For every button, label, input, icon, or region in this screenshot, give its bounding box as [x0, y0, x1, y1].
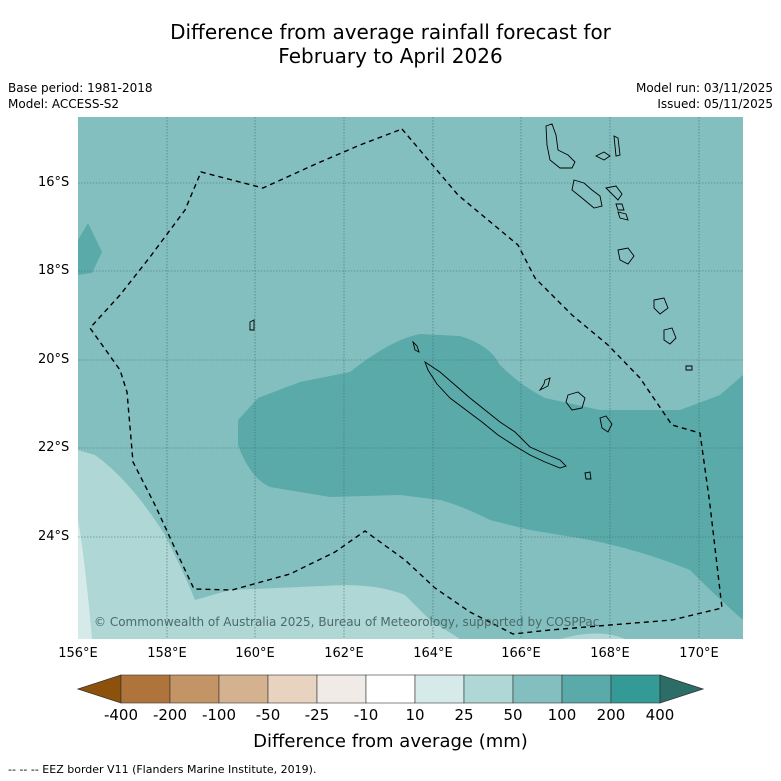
colorbar-tick: 100: [547, 706, 577, 724]
metadata-right: Model run: 03/11/2025 Issued: 05/11/2025: [636, 80, 773, 112]
latitude-label-22s: 22°S: [38, 440, 70, 455]
longitude-label-162e: 162°E: [324, 646, 364, 661]
colorbar-segment: [120, 674, 171, 704]
vanuatu-coastline: [249, 123, 693, 371]
chart-title-line-1: Difference from average rainfall forecas…: [170, 20, 611, 44]
longitude-label-158e: 158°E: [147, 646, 187, 661]
colorbar-segment: [512, 674, 563, 704]
colorbar-tick: -200: [152, 706, 188, 724]
colorbar-tick: 10: [405, 706, 425, 724]
longitude-label-170e: 170°E: [679, 646, 719, 661]
colorbar-tick: -25: [304, 706, 330, 724]
colorbar-tick: -100: [201, 706, 237, 724]
colorbar-tick: 400: [645, 706, 675, 724]
anomaly-10-25-region: [78, 520, 92, 639]
metadata-left: Base period: 1981-2018 Model: ACCESS-S2: [8, 80, 153, 112]
colorbar-tick: 50: [503, 706, 523, 724]
longitude-label-156e: 156°E: [58, 646, 98, 661]
colorbar-high-arrow: [659, 674, 705, 704]
longitude-label-166e: 166°E: [501, 646, 541, 661]
colorbar-segment: [316, 674, 367, 704]
model-run-text: Model run: 03/11/2025: [635, 81, 773, 95]
colorbar-tick: 200: [596, 706, 626, 724]
eez-border: [89, 128, 723, 635]
anomaly-25-50-region: [78, 450, 460, 639]
base-period-text: Base period: 1981-2018: [8, 81, 153, 95]
longitude-label-160e: 160°E: [235, 646, 275, 661]
colorbar-segment: [365, 674, 416, 704]
anomaly-100-200-region: [238, 334, 743, 620]
colorbar-segment: [218, 674, 269, 704]
colorbar-segments: [120, 674, 661, 704]
colorbar-title: Difference from average (mm): [253, 731, 528, 752]
latitude-label-24s: 24°S: [38, 529, 70, 544]
latitude-label-18s: 18°S: [38, 263, 70, 278]
colorbar-segment: [610, 674, 661, 704]
colorbar-tick: -10: [353, 706, 379, 724]
colorbar: [76, 674, 705, 704]
colorbar-segment: [463, 674, 514, 704]
colorbar-segment: [561, 674, 612, 704]
copyright-text: © Commonwealth of Australia 2025, Bureau…: [94, 615, 599, 629]
longitude-label-168e: 168°E: [590, 646, 630, 661]
colorbar-tick: -400: [103, 706, 139, 724]
eez-legend-note: -- -- -- EEZ border V11 (Flanders Marine…: [8, 763, 317, 776]
colorbar-tick: 25: [454, 706, 474, 724]
rainfall-map: © Commonwealth of Australia 2025, Bureau…: [78, 117, 743, 639]
anomaly-100-200-patch-west: [78, 223, 102, 275]
new-caledonia-coastline: [412, 340, 613, 480]
colorbar-segment: [267, 674, 318, 704]
anomaly-25-50-region-east: [560, 633, 625, 639]
colorbar-low-arrow: [76, 674, 122, 704]
latitude-label-20s: 20°S: [38, 352, 70, 367]
issued-text: Issued: 05/11/2025: [657, 97, 773, 111]
latitude-label-16s: 16°S: [38, 175, 70, 190]
model-text: Model: ACCESS-S2: [8, 97, 120, 111]
chart-title-line-2: February to April 2026: [278, 44, 503, 68]
longitude-label-164e: 164°E: [413, 646, 453, 661]
colorbar-segment: [169, 674, 220, 704]
colorbar-tick: -50: [255, 706, 281, 724]
colorbar-segment: [414, 674, 465, 704]
